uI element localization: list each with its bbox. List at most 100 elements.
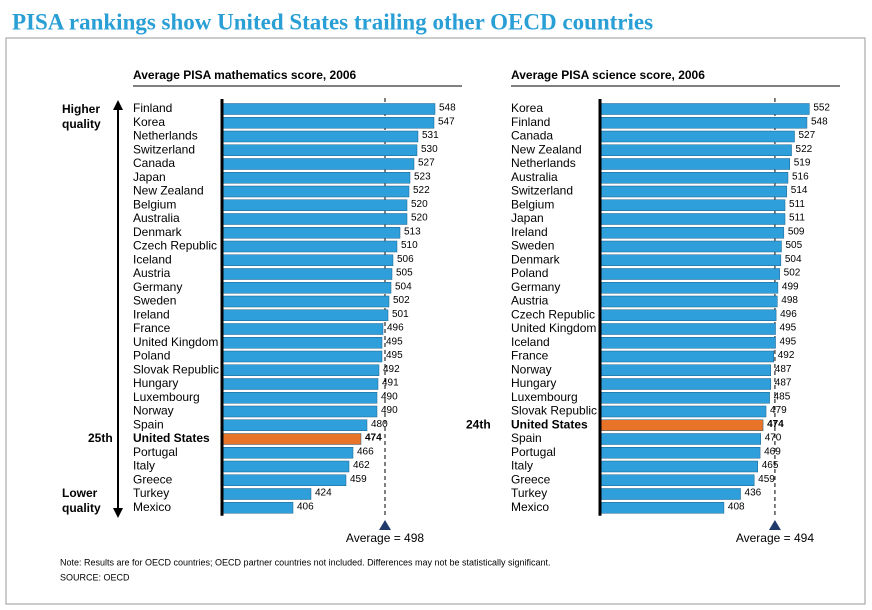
- bar: [221, 323, 384, 335]
- value-label: 527: [799, 130, 816, 141]
- bar: [599, 378, 772, 390]
- bar: [599, 364, 772, 376]
- bar: [221, 185, 410, 198]
- category-label: Hungary: [133, 376, 178, 390]
- quality-label: Higher quality: [62, 102, 101, 131]
- bar: [599, 392, 770, 404]
- value-label: 470: [765, 433, 782, 444]
- bar: [221, 199, 408, 211]
- value-label: 465: [762, 460, 779, 471]
- quality-label: Lower quality: [62, 486, 101, 515]
- category-label: Germany: [133, 280, 182, 294]
- value-label: 495: [780, 336, 797, 347]
- bar: [599, 240, 782, 253]
- category-label: Mexico: [511, 500, 549, 514]
- category-label: Czech Republic: [133, 239, 217, 253]
- bar: [221, 282, 392, 294]
- category-label: Norway: [133, 404, 174, 418]
- bar: [599, 419, 764, 431]
- category-label: Sweden: [511, 239, 554, 253]
- category-label: Canada: [511, 129, 553, 143]
- bar: [599, 323, 776, 335]
- bar: [599, 474, 755, 486]
- bar: [599, 130, 795, 143]
- bar: [221, 295, 390, 308]
- value-label: 520: [411, 199, 428, 210]
- value-label: 499: [782, 281, 799, 292]
- value-label: 495: [386, 336, 403, 347]
- value-label: 504: [395, 281, 412, 292]
- category-label: Switzerland: [511, 184, 573, 198]
- bar: [221, 213, 408, 225]
- value-label: 506: [397, 254, 414, 265]
- value-label: 495: [780, 323, 797, 334]
- value-label: 459: [350, 474, 367, 485]
- category-label: Austria: [133, 266, 171, 280]
- value-label: 514: [791, 185, 808, 196]
- bar: [599, 488, 741, 500]
- category-label: Japan: [511, 211, 544, 225]
- bar: [599, 185, 788, 198]
- bar: [221, 447, 354, 459]
- value-label: 547: [438, 116, 455, 127]
- average-marker: [768, 520, 781, 530]
- category-label: Belgium: [511, 197, 554, 211]
- value-label: 490: [381, 391, 398, 402]
- value-label: 487: [775, 364, 792, 375]
- bar: [221, 158, 415, 170]
- category-label: Portugal: [133, 445, 178, 459]
- bar: [221, 227, 401, 239]
- value-label: 520: [411, 213, 428, 224]
- bar: [599, 199, 786, 211]
- value-label: 487: [775, 378, 792, 389]
- category-label: United Kingdom: [133, 335, 218, 349]
- value-label: 496: [387, 323, 404, 334]
- bar: [221, 433, 362, 445]
- value-label: 498: [781, 295, 798, 306]
- category-label: Finland: [511, 115, 550, 129]
- value-label: 527: [418, 158, 435, 169]
- category-label: Germany: [511, 280, 560, 294]
- value-label: 504: [785, 254, 802, 265]
- category-label: Italy: [511, 459, 533, 473]
- category-label: New Zealand: [511, 142, 582, 156]
- category-label: Spain: [133, 417, 164, 431]
- category-label: Iceland: [511, 335, 550, 349]
- category-label: Hungary: [511, 376, 556, 390]
- category-label: Norway: [511, 362, 552, 376]
- bar: [599, 213, 786, 225]
- category-label: Iceland: [133, 252, 172, 266]
- value-label: 491: [382, 378, 399, 389]
- bar: [599, 103, 810, 115]
- category-label: United Kingdom: [511, 321, 596, 335]
- category-label: Slovak Republic: [511, 404, 597, 418]
- value-label: 436: [745, 488, 762, 499]
- bar: [221, 378, 379, 390]
- bar: [221, 405, 378, 418]
- bar: [599, 172, 789, 184]
- bar: [221, 117, 435, 129]
- note: Note: Results are for OECD countries; OE…: [60, 557, 551, 567]
- category-label: Turkey: [133, 486, 169, 500]
- category-label: Canada: [133, 156, 175, 170]
- category-label: Greece: [511, 472, 551, 486]
- value-label: 474: [767, 419, 784, 430]
- value-label: 552: [813, 103, 830, 114]
- bar: [221, 103, 436, 115]
- value-label: 502: [393, 295, 410, 306]
- category-label: France: [511, 349, 549, 363]
- average-label: Average = 494: [736, 531, 815, 545]
- bar: [599, 502, 725, 514]
- value-label: 511: [789, 199, 805, 210]
- arrow-head: [113, 508, 123, 518]
- bar: [599, 433, 761, 445]
- value-label: 502: [784, 268, 801, 279]
- category-label: Netherlands: [511, 156, 576, 170]
- bar: [221, 309, 389, 321]
- value-label: 511: [789, 213, 805, 224]
- category-label: Finland: [133, 101, 172, 115]
- bar: [599, 309, 777, 321]
- value-label: 516: [792, 171, 809, 182]
- category-label: Portugal: [511, 445, 556, 459]
- bar: [221, 254, 394, 266]
